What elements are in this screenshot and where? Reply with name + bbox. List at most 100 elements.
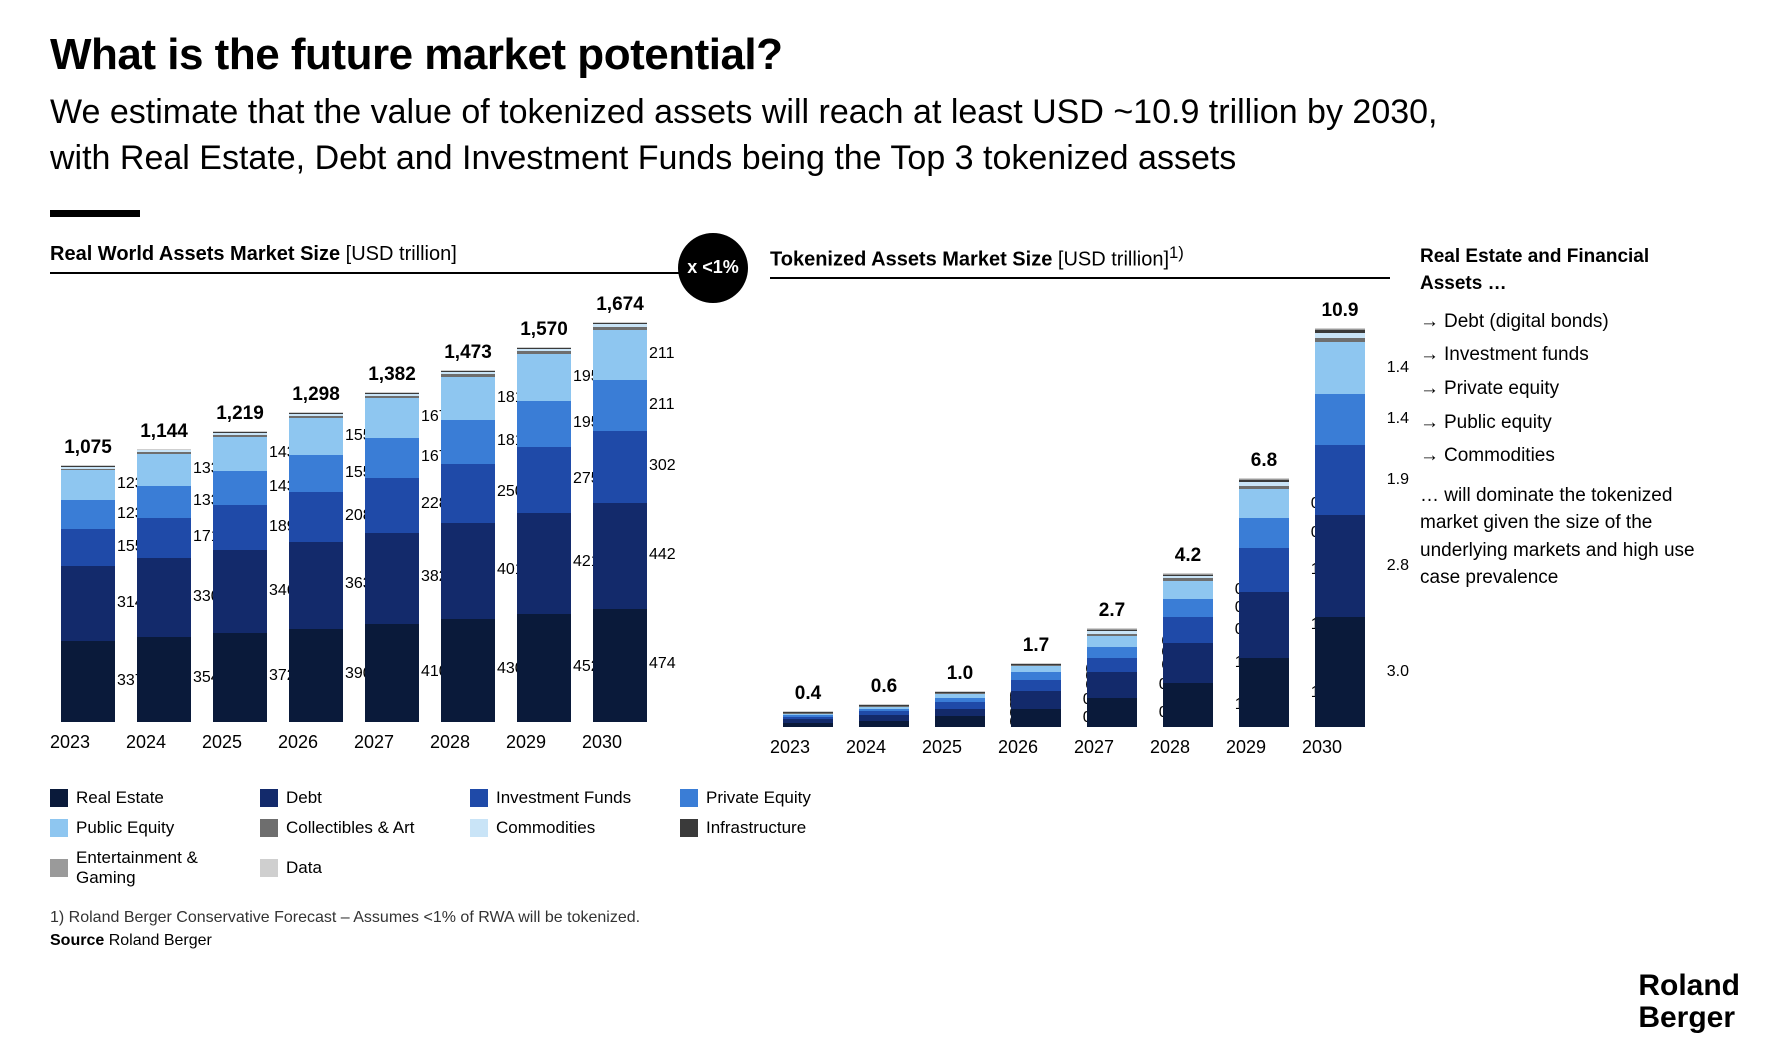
segment-real_estate: 354 xyxy=(137,637,191,722)
legend-label: Investment Funds xyxy=(496,788,631,808)
sidebar-tail: … will dominate the tokenized market giv… xyxy=(1420,482,1710,592)
bar-total: 0.4 xyxy=(795,683,821,705)
bar-total: 1,075 xyxy=(64,437,112,459)
segment-infrastructure xyxy=(517,348,571,349)
source: Source Roland Berger xyxy=(50,932,1740,950)
segment-infrastructure xyxy=(365,393,419,394)
bar-group-2023: 0.4 xyxy=(770,683,846,728)
panel2-bars: 0.40.61.00.30.20.20.10.11.70.50.50.30.20… xyxy=(770,287,1390,727)
segment-investment_funds: 250 xyxy=(441,464,495,524)
segment-public_equity: 123 xyxy=(61,470,115,499)
segment-investment_funds: 228 xyxy=(365,478,419,532)
segment-infrastructure xyxy=(61,466,115,467)
segment-commodities xyxy=(365,394,419,396)
segment-private_equity: 211 xyxy=(593,380,647,430)
legend-swatch xyxy=(470,819,488,837)
segment-real_estate: 1.9 xyxy=(1239,658,1289,728)
bar-group-2026: 1,298390363208155155 xyxy=(278,384,354,722)
segment-infrastructure xyxy=(213,432,267,433)
segment-data xyxy=(1087,628,1137,629)
segment-investment_funds xyxy=(783,717,833,719)
segment-data xyxy=(783,711,833,712)
segment-real_estate: 1.2 xyxy=(1163,683,1213,727)
segment-real_estate xyxy=(783,723,833,727)
footnote: 1) Roland Berger Conservative Forecast –… xyxy=(50,906,1740,930)
xaxis-label: 2025 xyxy=(922,737,998,758)
segment-collectibles xyxy=(61,469,115,471)
segment-infrastructure xyxy=(1011,664,1061,665)
segment-infrastructure xyxy=(593,323,647,325)
segment-investment_funds: 208 xyxy=(289,492,343,542)
panel1-xaxis: 20232024202520262027202820292030 xyxy=(50,732,690,753)
panel1-underline xyxy=(50,272,690,274)
segment-collectibles xyxy=(935,693,985,694)
segment-infrastructure xyxy=(1315,330,1365,333)
segment-real_estate: 3.0 xyxy=(1315,617,1365,727)
segment-private_equity: 133 xyxy=(137,486,191,518)
segment-data xyxy=(859,704,909,705)
segment-debt: 330 xyxy=(137,558,191,637)
legend-swatch xyxy=(470,789,488,807)
bar-total: 0.6 xyxy=(871,676,897,698)
divider xyxy=(50,210,140,217)
bar-group-2023: 1,075337314155123123 xyxy=(50,437,126,722)
segment-debt: 0.7 xyxy=(1087,672,1137,698)
segment-label: 211 xyxy=(649,397,675,413)
legend-swatch xyxy=(260,819,278,837)
segment-entertainment xyxy=(783,711,833,712)
segment-label: 442 xyxy=(649,547,676,563)
segment-entertainment xyxy=(1163,574,1213,575)
segment-debt: 346 xyxy=(213,550,267,633)
sidebar-item: Commodities xyxy=(1420,442,1710,470)
segment-real_estate: 474 xyxy=(593,609,647,722)
segment-collectibles xyxy=(517,351,571,354)
segment-private_equity: 181 xyxy=(441,420,495,463)
segment-data xyxy=(935,691,985,692)
segment-debt: 314 xyxy=(61,566,115,641)
segment-commodities xyxy=(1087,631,1137,633)
segment-real_estate: 0.5 xyxy=(1011,709,1061,727)
segment-debt: 363 xyxy=(289,542,343,629)
bar-total: 4.2 xyxy=(1175,545,1201,567)
segment-commodities xyxy=(137,450,191,452)
segment-commodities xyxy=(1011,664,1061,665)
panel1-header: Real World Assets Market Size [USD trill… xyxy=(50,243,690,266)
segment-debt: 401 xyxy=(441,523,495,619)
bar-total: 1,674 xyxy=(596,294,644,316)
multiplier-bubble: x <1% xyxy=(678,233,748,303)
bar-total: 1,570 xyxy=(520,319,568,341)
segment-private_equity: 143 xyxy=(213,471,267,505)
segment-debt: 442 xyxy=(593,503,647,609)
sidebar-head: Real Estate and Financial Assets … xyxy=(1420,243,1710,298)
legend-swatch xyxy=(50,819,68,837)
segment-commodities xyxy=(61,467,115,469)
segment-infrastructure xyxy=(1087,630,1137,631)
segment-private_equity: 0.2 xyxy=(1011,672,1061,679)
segment-entertainment xyxy=(1239,479,1289,480)
segment-investment_funds: 0.2 xyxy=(935,702,985,709)
segment-investment_funds: 1.9 xyxy=(1315,445,1365,515)
segment-real_estate: 410 xyxy=(365,624,419,722)
bar-total: 1,298 xyxy=(292,384,340,406)
sidebar-note: Real Estate and Financial Assets … Debt … xyxy=(1420,243,1710,592)
bar-group-2030: 1,674474442302211211 xyxy=(582,294,658,722)
xaxis-label: 2029 xyxy=(506,732,582,753)
xaxis-label: 2028 xyxy=(1150,737,1226,758)
segment-public_equity: 133 xyxy=(137,454,191,486)
segment-public_equity: 211 xyxy=(593,330,647,380)
bar-group-2027: 1,382410382228167167 xyxy=(354,364,430,722)
segment-infrastructure xyxy=(859,705,909,706)
segment-collectibles xyxy=(441,374,495,377)
sidebar-item: Private equity xyxy=(1420,375,1710,403)
bar-total: 6.8 xyxy=(1251,450,1277,472)
segment-data xyxy=(1239,478,1289,479)
bar-total: 10.9 xyxy=(1322,300,1359,322)
xaxis-label: 2028 xyxy=(430,732,506,753)
bar-group-2025: 1.00.30.20.20.10.1 xyxy=(922,663,998,728)
page-subtitle: We estimate that the value of tokenized … xyxy=(50,90,1450,182)
segment-public_equity xyxy=(783,713,833,715)
segment-debt: 421 xyxy=(517,513,571,614)
segment-real_estate xyxy=(859,721,909,728)
bar-group-2029: 1,570452421275195195 xyxy=(506,319,582,722)
segment-infrastructure xyxy=(1239,480,1289,482)
